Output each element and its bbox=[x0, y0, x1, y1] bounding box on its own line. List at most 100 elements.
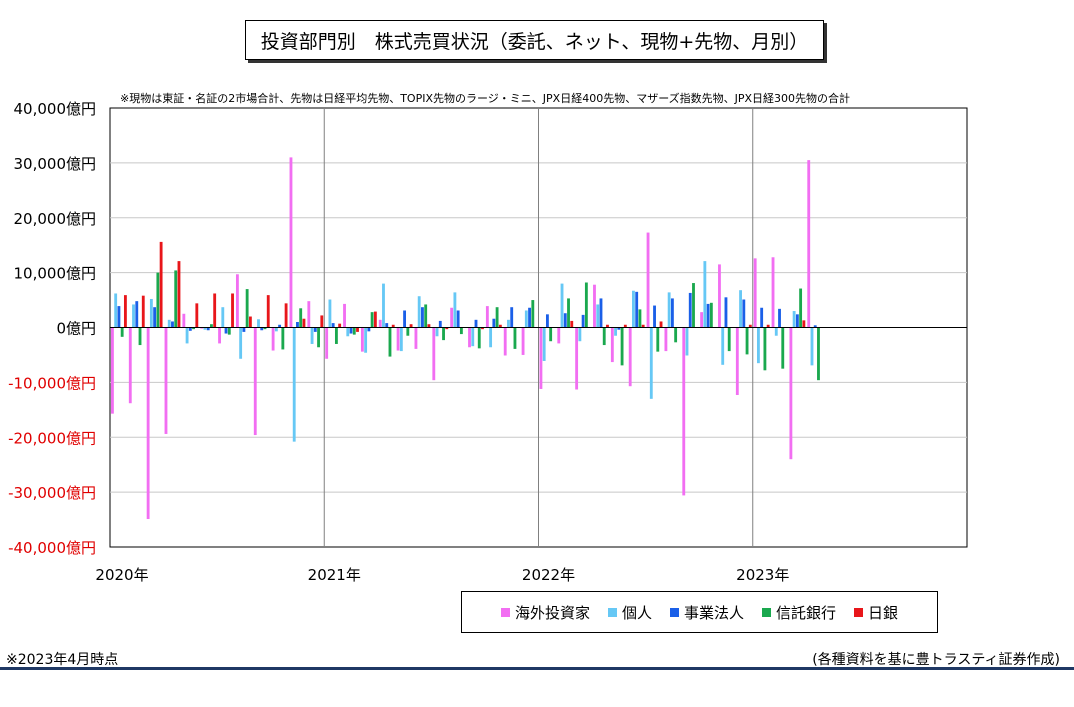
bar bbox=[766, 324, 770, 328]
bar bbox=[432, 327, 436, 381]
bar bbox=[459, 327, 463, 335]
bar bbox=[602, 327, 606, 346]
legend-swatch bbox=[500, 607, 510, 617]
bar bbox=[692, 283, 695, 328]
bar bbox=[203, 327, 207, 330]
bar bbox=[528, 307, 531, 328]
bar bbox=[349, 327, 353, 334]
bar bbox=[789, 327, 793, 460]
bar bbox=[638, 309, 642, 328]
bar bbox=[206, 327, 210, 331]
bar bbox=[242, 327, 246, 332]
bar bbox=[278, 324, 282, 328]
bar bbox=[442, 327, 445, 341]
bar bbox=[593, 284, 596, 328]
bar bbox=[817, 327, 820, 381]
bar bbox=[320, 315, 324, 328]
bar bbox=[120, 327, 124, 337]
legend-label: 日銀 bbox=[868, 603, 899, 622]
bar bbox=[438, 320, 442, 328]
bar bbox=[685, 327, 689, 356]
bar bbox=[445, 327, 449, 330]
bar bbox=[557, 327, 561, 344]
bar bbox=[481, 327, 484, 330]
bar bbox=[435, 327, 439, 337]
bottom-divider bbox=[0, 667, 1074, 670]
bar bbox=[356, 327, 359, 332]
bar bbox=[388, 327, 392, 357]
bar bbox=[635, 291, 639, 328]
bar bbox=[338, 323, 342, 328]
bar bbox=[167, 319, 171, 328]
bar bbox=[513, 327, 517, 349]
bar bbox=[628, 327, 632, 387]
bar bbox=[385, 323, 389, 328]
bar bbox=[171, 321, 174, 328]
bar bbox=[524, 310, 528, 328]
bar bbox=[213, 293, 217, 328]
bar bbox=[231, 293, 234, 328]
bar bbox=[599, 298, 603, 328]
bar bbox=[763, 327, 767, 371]
bar bbox=[200, 327, 204, 329]
bar bbox=[164, 327, 168, 434]
bar bbox=[700, 312, 704, 328]
bar bbox=[174, 270, 178, 328]
bar bbox=[620, 327, 624, 366]
bar bbox=[266, 295, 270, 328]
bar bbox=[664, 327, 668, 352]
bar bbox=[177, 261, 181, 328]
bar bbox=[739, 290, 742, 328]
bar bbox=[623, 324, 627, 328]
bar bbox=[575, 327, 579, 390]
bar bbox=[477, 327, 481, 349]
bar bbox=[146, 327, 150, 520]
bar bbox=[802, 320, 806, 328]
bar bbox=[567, 298, 570, 328]
bar bbox=[688, 292, 692, 328]
bar bbox=[302, 318, 306, 328]
bar bbox=[539, 327, 543, 389]
bar bbox=[706, 303, 710, 328]
bar bbox=[391, 324, 395, 328]
bar bbox=[453, 292, 457, 328]
bar bbox=[409, 324, 413, 328]
legend-swatch bbox=[669, 607, 679, 617]
y-tick-label: -20,000億円 bbox=[8, 429, 96, 447]
bar bbox=[346, 327, 350, 337]
bar bbox=[307, 301, 311, 328]
bar bbox=[542, 327, 546, 361]
bar bbox=[471, 327, 475, 347]
y-tick-label: 40,000億円 bbox=[14, 100, 97, 118]
x-tick-label: 2023年 bbox=[736, 566, 789, 584]
bar bbox=[263, 327, 267, 330]
bar bbox=[510, 307, 514, 328]
legend-label: 事業法人 bbox=[683, 603, 744, 622]
bar bbox=[364, 327, 368, 353]
bar bbox=[810, 327, 814, 366]
bar bbox=[653, 305, 656, 328]
bar bbox=[396, 327, 400, 351]
bar bbox=[563, 313, 567, 328]
bar bbox=[703, 261, 707, 328]
bar bbox=[795, 314, 799, 328]
bar bbox=[373, 311, 377, 328]
chart-title-text: 投資部門別 株式売買状況（委託、ネット、現物+先物、月別） bbox=[260, 30, 809, 53]
y-tick-label: 10,000億円 bbox=[14, 265, 97, 283]
bar bbox=[296, 322, 299, 328]
bar bbox=[756, 327, 760, 364]
bar bbox=[614, 327, 618, 336]
bar bbox=[709, 302, 713, 328]
bar bbox=[367, 327, 371, 332]
bar bbox=[284, 303, 288, 328]
bar bbox=[248, 316, 252, 328]
bar bbox=[192, 327, 196, 330]
bar bbox=[531, 300, 535, 328]
legend-swatch bbox=[854, 607, 864, 617]
bar bbox=[545, 314, 549, 328]
bar bbox=[495, 307, 499, 328]
legend-item: 海外投資家 bbox=[500, 602, 590, 623]
legend-swatch bbox=[762, 607, 771, 617]
bar bbox=[649, 327, 653, 399]
bar bbox=[299, 308, 303, 328]
